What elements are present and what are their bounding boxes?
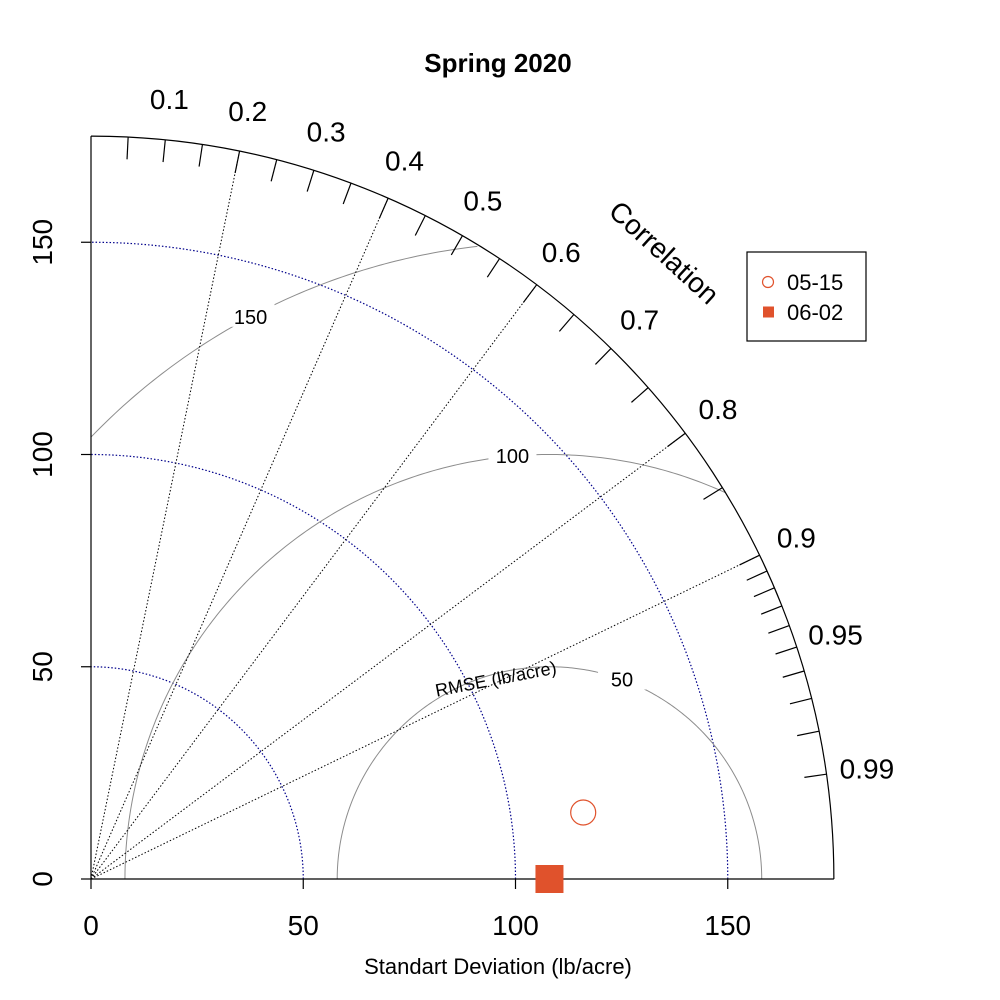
correlation-tick: [775, 646, 797, 655]
correlation-line: [90, 284, 538, 880]
correlation-tick: [594, 348, 612, 365]
chart-title: Spring 2020: [424, 48, 571, 78]
correlation-minor-tick: [558, 314, 575, 332]
rmse-label-bg: [598, 665, 647, 690]
correlation-axis-label: Correlation: [603, 195, 725, 310]
y-tick-label: 0: [27, 871, 58, 887]
correlation-tick-label: 0.8: [699, 394, 738, 425]
correlation-tick: [450, 235, 463, 256]
point-05-15: [570, 799, 597, 826]
rmse-label: 150: [234, 307, 267, 329]
sd-ticks: 0 0 50 50 100 100 150 150: [27, 219, 751, 941]
correlation-tick-label: 0.95: [808, 619, 863, 650]
y-tick-label: 50: [27, 651, 58, 682]
correlation-tick: [234, 151, 241, 174]
legend-box: [746, 251, 867, 342]
rmse-label-bg: [488, 442, 537, 467]
correlation-minor-tick: [789, 697, 812, 705]
correlation-minor-tick: [486, 258, 501, 278]
rmse-label: 100: [496, 446, 529, 468]
correlation-tick-label: 0.7: [620, 304, 659, 335]
correlation-tick-label: 0.3: [307, 116, 346, 147]
correlation-tick-label: 0.5: [463, 185, 502, 216]
correlation-minor-tick: [753, 587, 775, 598]
legend-marker-square: [763, 306, 774, 318]
outer-arc: [90, 135, 835, 880]
sd-arc: [90, 241, 729, 880]
sd-arc: [90, 666, 304, 880]
diagram-frame: [90, 135, 835, 880]
correlation-tick-label: 0.1: [150, 84, 189, 115]
correlation-line: [90, 554, 760, 880]
x-tick-label: 0: [83, 910, 99, 941]
x-tick-label: 50: [288, 910, 319, 941]
sd-arc: [90, 453, 517, 880]
correlation-minor-tick: [126, 137, 129, 160]
correlation-minor-tick: [797, 730, 820, 737]
correlation-minor-tick: [198, 144, 204, 167]
sd-arcs: [90, 241, 729, 880]
correlation-tick: [804, 773, 827, 778]
legend-label: 05-15: [787, 270, 843, 295]
y-tick-label: 100: [27, 431, 58, 478]
legend-marker-circle: [761, 275, 775, 289]
correlation-minor-tick: [768, 624, 790, 634]
rmse-arcs: 50 100 150: [91, 245, 763, 880]
x-tick-label: 100: [492, 910, 539, 941]
correlation-minor-tick: [760, 605, 783, 615]
correlation-tick: [522, 284, 538, 303]
correlation-minor-tick: [782, 670, 805, 678]
correlation-line: [90, 151, 241, 880]
rmse-arc: [91, 245, 478, 438]
correlation-ticks: 0.1 0.2 0.3 0.4 0.5 0.6 0.7 0.8 0.9 0.95 0.99: [126, 84, 895, 784]
x-tick-label: 150: [704, 910, 751, 941]
rmse-arc: [336, 666, 763, 880]
correlation-line: [90, 432, 686, 880]
y-tick-label: 150: [27, 219, 58, 266]
legend: 05-15 06-02: [746, 251, 867, 342]
x-axis-label: Standart Deviation (lb/acre): [364, 954, 632, 979]
correlation-minor-tick: [342, 182, 352, 205]
rmse-label: 50: [611, 670, 633, 692]
data-points: [535, 799, 597, 893]
legend-label: 06-02: [787, 300, 843, 325]
correlation-tick-label: 0.99: [840, 753, 895, 784]
correlation-tick: [162, 139, 166, 163]
correlation-tick-label: 0.4: [385, 146, 424, 177]
correlation-minor-tick: [746, 570, 768, 581]
point-06-02: [535, 865, 564, 893]
rmse-arc: [124, 453, 726, 880]
correlation-minor-tick: [631, 387, 649, 403]
correlation-tick: [378, 197, 389, 219]
rmse-axis-label: RMSE (lb/acre): [434, 658, 559, 701]
correlation-tick-label: 0.6: [542, 237, 581, 268]
correlation-tick-label: 0.2: [228, 96, 267, 127]
correlation-minor-tick: [414, 215, 426, 236]
correlation-lines: [90, 151, 760, 880]
correlation-minor-tick: [703, 487, 723, 500]
correlation-minor-tick: [270, 159, 278, 182]
correlation-tick: [667, 432, 686, 448]
correlation-line: [90, 197, 389, 880]
correlation-tick: [306, 170, 315, 192]
rmse-label-bg: [226, 302, 275, 327]
correlation-tick: [739, 554, 760, 566]
correlation-tick-label: 0.9: [777, 522, 816, 553]
